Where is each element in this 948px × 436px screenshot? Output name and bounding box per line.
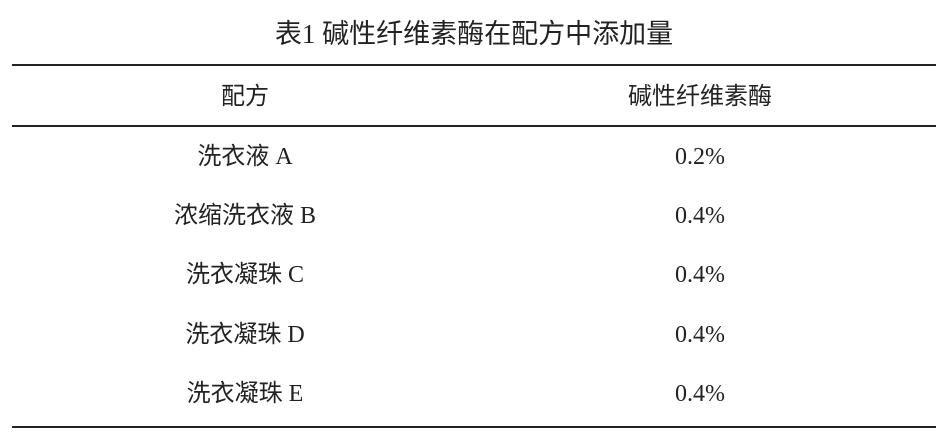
amount-cell: 0.4%	[675, 322, 725, 348]
header-cellulase: 碱性纤维素酶	[628, 84, 772, 110]
formula-cell: 浓缩洗衣液 B	[173, 203, 316, 229]
formula-cell: 洗衣凝珠 E	[186, 381, 304, 407]
formula-cell: 洗衣凝珠 C	[185, 262, 304, 288]
amount-cell: 0.2%	[675, 144, 725, 170]
formula-cell: 洗衣凝珠 D	[185, 322, 305, 348]
top-rule	[12, 64, 936, 66]
amount-cell: 0.4%	[675, 381, 725, 407]
amount-cell: 0.4%	[675, 203, 725, 229]
header-formula: 配方	[221, 84, 269, 110]
bottom-rule	[12, 426, 936, 428]
formula-cell: 洗衣液 A	[197, 144, 293, 170]
amount-cell: 0.4%	[675, 262, 725, 288]
header-rule	[12, 125, 936, 127]
table-title: 表1 碱性纤维素酶在配方中添加量	[274, 19, 674, 49]
